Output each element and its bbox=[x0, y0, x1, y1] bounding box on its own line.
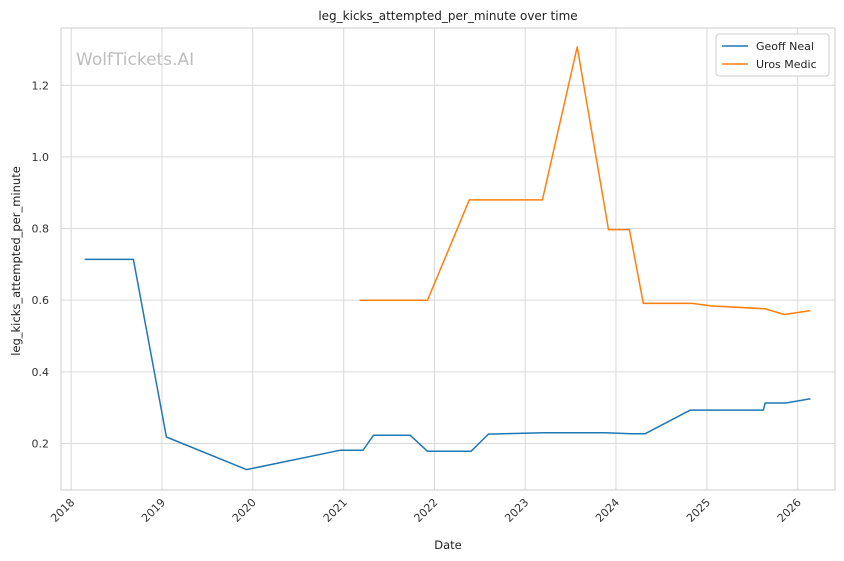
y-tick-label: 0.2 bbox=[32, 437, 50, 450]
y-tick-label: 1.2 bbox=[32, 79, 50, 92]
watermark-text: WolfTickets.AI bbox=[76, 50, 194, 70]
y-tick-label: 0.4 bbox=[32, 366, 50, 379]
series-layer bbox=[84, 46, 811, 471]
chart-title: leg_kicks_attempted_per_minute over time bbox=[318, 9, 577, 23]
series-line-uros-medic bbox=[359, 46, 811, 316]
y-axis-title: leg_kicks_attempted_per_minute bbox=[9, 166, 23, 356]
grid-lines bbox=[61, 28, 835, 490]
y-tick-label: 1.0 bbox=[32, 151, 50, 164]
plot-area bbox=[60, 27, 836, 491]
y-axis-ticks: 0.2 0.4 0.6 0.8 1.0 1.2 bbox=[32, 79, 50, 450]
y-tick-label: 0.6 bbox=[32, 294, 50, 307]
legend-label: Uros Medic bbox=[756, 58, 817, 71]
y-tick-label: 0.8 bbox=[32, 223, 50, 236]
x-axis-title: Date bbox=[434, 538, 462, 552]
legend-box bbox=[715, 33, 830, 77]
legend: Geoff Neal Uros Medic bbox=[715, 33, 830, 77]
legend-label: Geoff Neal bbox=[756, 40, 814, 53]
series-line-geoff-neal bbox=[84, 258, 811, 471]
